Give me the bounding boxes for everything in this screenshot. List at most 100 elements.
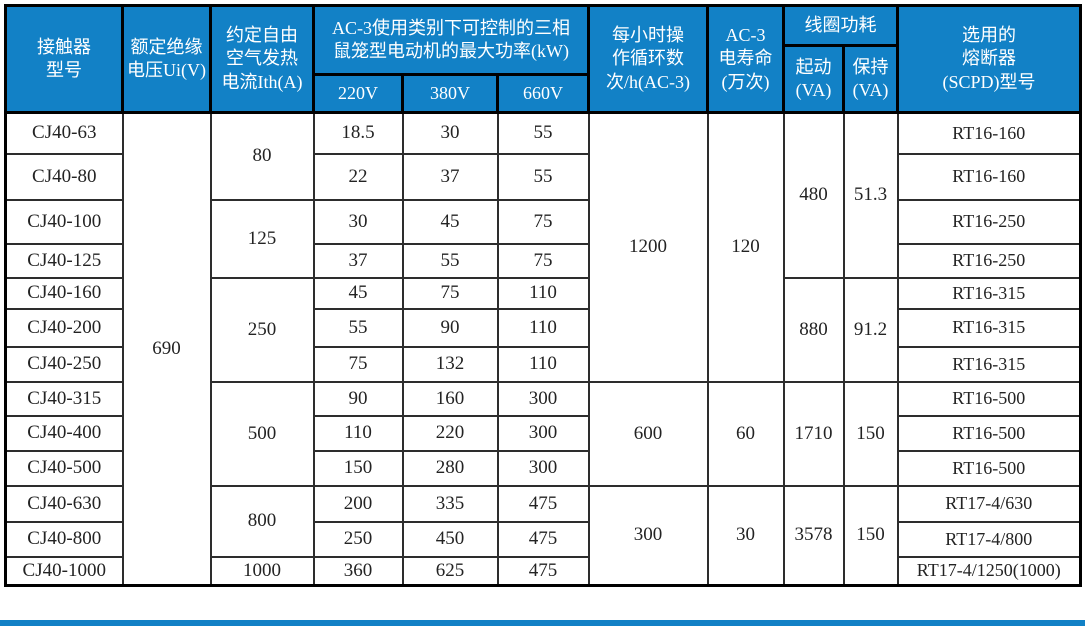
- cell-fuse: RT16-315: [896, 345, 1082, 383]
- cell-model: CJ40-250: [4, 345, 124, 383]
- cell-power-220: 200: [312, 484, 404, 523]
- cell-power-660: 475: [496, 520, 590, 558]
- header-coil-start: 起动 (VA): [782, 44, 845, 114]
- cell-power-220: 90: [312, 380, 404, 417]
- cell-power-380: 220: [401, 414, 499, 452]
- cell-model: CJ40-630: [4, 484, 124, 523]
- cell-power-380: 75: [401, 276, 499, 310]
- cell-power-220: 30: [312, 198, 404, 245]
- cell-power-660: 75: [496, 242, 590, 279]
- cell-power-660: 55: [496, 111, 590, 155]
- header-220v: 220V: [312, 73, 404, 114]
- cell-power-380: 30: [401, 111, 499, 155]
- table-row: CJ40-125 37 55 75 RT16-250: [4, 242, 1082, 279]
- cell-model: CJ40-80: [4, 152, 124, 201]
- cell-power-380: 132: [401, 345, 499, 383]
- table-row: CJ40-63 690 80 18.5 30 55 1200 120 480 5…: [4, 111, 1082, 587]
- cell-power-220: 75: [312, 345, 404, 383]
- cell-coil-hold: 150: [842, 380, 899, 487]
- cell-model: CJ40-200: [4, 307, 124, 348]
- table-header: 接触器 型号 额定绝缘 电压Ui(V) 约定自由 空气发热 电流Ith(A) A…: [4, 4, 1082, 114]
- cell-elec-life: 30: [706, 484, 785, 587]
- cell-power-380: 45: [401, 198, 499, 245]
- cell-power-660: 300: [496, 449, 590, 487]
- header-ith-current: 约定自由 空气发热 电流Ith(A): [209, 4, 315, 114]
- cell-model: CJ40-315: [4, 380, 124, 417]
- table-row: CJ40-630 800 200 335 475 300 30 3578 150…: [4, 484, 1082, 587]
- header-power-group: AC-3使用类别下可控制的三相 鼠笼型电动机的最大功率(kW): [312, 4, 590, 76]
- cell-fuse: RT16-500: [896, 380, 1082, 417]
- cell-model: CJ40-1000: [4, 555, 124, 587]
- cell-ui-voltage: 690: [121, 111, 212, 587]
- cell-power-220: 360: [312, 555, 404, 587]
- header-fuse: 选用的 熔断器 (SCPD)型号: [896, 4, 1082, 114]
- cell-ith: 800: [209, 484, 315, 558]
- cell-fuse: RT16-500: [896, 449, 1082, 487]
- header-model: 接触器 型号: [4, 4, 124, 114]
- cell-model: CJ40-400: [4, 414, 124, 452]
- header-380v: 380V: [401, 73, 499, 114]
- table-row: CJ40-500 150 280 300 RT16-500: [4, 449, 1082, 487]
- cell-power-380: 625: [401, 555, 499, 587]
- cell-ith: 125: [209, 198, 315, 279]
- cell-fuse: RT16-315: [896, 276, 1082, 310]
- table-row: CJ40-1000 1000 360 625 475 RT17-4/1250(1…: [4, 555, 1082, 587]
- cell-power-220: 55: [312, 307, 404, 348]
- cell-power-220: 150: [312, 449, 404, 487]
- cell-model: CJ40-100: [4, 198, 124, 245]
- table-row: CJ40-160 250 45 75 110 880 91.2 RT16-315: [4, 276, 1082, 383]
- cell-power-660: 300: [496, 380, 590, 417]
- cell-coil-hold: 51.3: [842, 111, 899, 279]
- cell-power-660: 75: [496, 198, 590, 245]
- cell-coil-hold: 91.2: [842, 276, 899, 383]
- contactor-spec-table: 接触器 型号 额定绝缘 电压Ui(V) 约定自由 空气发热 电流Ith(A) A…: [4, 4, 1082, 587]
- cell-fuse: RT17-4/1250(1000): [896, 555, 1082, 587]
- cell-fuse: RT16-250: [896, 198, 1082, 245]
- header-ui-voltage: 额定绝缘 电压Ui(V): [121, 4, 212, 114]
- cell-ops-cycles: 1200: [587, 111, 709, 383]
- cell-model: CJ40-63: [4, 111, 124, 155]
- cell-coil-start: 880: [782, 276, 845, 383]
- cell-ith: 80: [209, 111, 315, 201]
- cell-elec-life: 60: [706, 380, 785, 487]
- cell-power-220: 37: [312, 242, 404, 279]
- header-coil-hold: 保持 (VA): [842, 44, 899, 114]
- cell-power-660: 300: [496, 414, 590, 452]
- header-coil-group: 线圈功耗: [782, 4, 899, 47]
- cell-power-220: 18.5: [312, 111, 404, 155]
- cell-model: CJ40-500: [4, 449, 124, 487]
- cell-elec-life: 120: [706, 111, 785, 383]
- cell-power-380: 450: [401, 520, 499, 558]
- cell-fuse: RT16-315: [896, 307, 1082, 348]
- cell-power-660: 110: [496, 345, 590, 383]
- cell-power-380: 90: [401, 307, 499, 348]
- cell-fuse: RT16-500: [896, 414, 1082, 452]
- cell-power-380: 37: [401, 152, 499, 201]
- cell-power-660: 55: [496, 152, 590, 201]
- cell-fuse: RT17-4/630: [896, 484, 1082, 523]
- header-660v: 660V: [496, 73, 590, 114]
- cell-power-660: 110: [496, 276, 590, 310]
- cell-ops-cycles: 600: [587, 380, 709, 487]
- table-row: CJ40-400 110 220 300 RT16-500: [4, 414, 1082, 452]
- header-ops-cycles: 每小时操 作循环数 次/h(AC-3): [587, 4, 709, 114]
- cell-power-220: 45: [312, 276, 404, 310]
- header-elec-life: AC-3 电寿命 (万次): [706, 4, 785, 114]
- cell-power-660: 110: [496, 307, 590, 348]
- bottom-accent-bar: [0, 620, 1085, 626]
- table-row: CJ40-80 22 37 55 RT16-160: [4, 152, 1082, 201]
- cell-model: CJ40-800: [4, 520, 124, 558]
- cell-power-220: 250: [312, 520, 404, 558]
- cell-power-660: 475: [496, 555, 590, 587]
- cell-power-380: 280: [401, 449, 499, 487]
- table-row: CJ40-200 55 90 110 RT16-315: [4, 307, 1082, 348]
- cell-ops-cycles: 300: [587, 484, 709, 587]
- cell-fuse: RT16-250: [896, 242, 1082, 279]
- cell-coil-start: 3578: [782, 484, 845, 587]
- cell-power-380: 160: [401, 380, 499, 417]
- table-row: CJ40-100 125 30 45 75 RT16-250: [4, 198, 1082, 279]
- cell-ith: 1000: [209, 555, 315, 587]
- cell-coil-start: 1710: [782, 380, 845, 487]
- table-row: CJ40-800 250 450 475 RT17-4/800: [4, 520, 1082, 558]
